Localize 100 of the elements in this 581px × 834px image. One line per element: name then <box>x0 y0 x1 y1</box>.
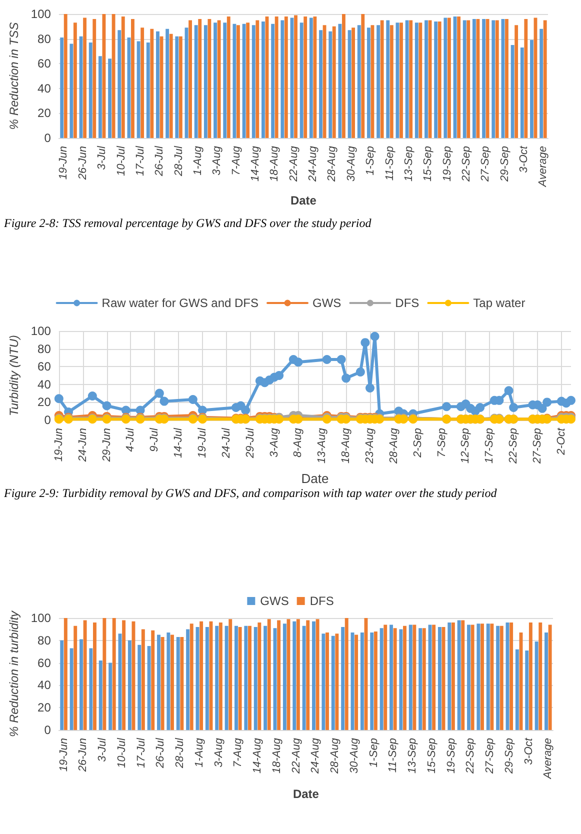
bar <box>384 624 388 730</box>
x-tick-label: 2-Oct <box>555 427 568 456</box>
bar <box>342 14 346 138</box>
point <box>509 403 518 412</box>
bar <box>405 20 409 138</box>
x-tick-label: 23-Aug <box>364 427 376 464</box>
y-tick-label: 80 <box>38 342 52 356</box>
point <box>102 401 112 410</box>
point <box>241 406 250 415</box>
x-tick-label: 10-Jul <box>116 737 128 768</box>
x-tick-label: 26-Jun <box>76 146 89 181</box>
bar <box>514 25 518 138</box>
bar <box>88 42 92 138</box>
bar <box>510 622 514 730</box>
bar <box>156 31 160 138</box>
x-tick-label: 3-Aug <box>212 737 225 768</box>
bar <box>218 622 222 730</box>
bar <box>238 626 242 730</box>
y-tick-label: 20 <box>38 395 52 410</box>
y-tick-label: 100 <box>30 611 52 625</box>
x-tick-label: 12-Sep <box>460 428 472 464</box>
x-tick-label: 13-Aug <box>316 427 328 464</box>
x-tick-label: 14-Aug <box>250 145 262 182</box>
bar <box>492 20 496 138</box>
x-tick-label: 3-Oct <box>518 145 530 173</box>
bar <box>524 18 528 138</box>
bar <box>252 25 256 138</box>
bar <box>376 25 380 138</box>
bar <box>322 634 326 730</box>
bar <box>461 620 465 730</box>
y-tick-label: 40 <box>38 377 52 392</box>
bar <box>292 621 296 730</box>
x-tick-label: 15-Sep <box>426 738 438 774</box>
x-tick-label: 8-Aug <box>292 427 304 458</box>
x-tick-label: 2-Sep <box>412 428 424 458</box>
bar <box>234 626 238 730</box>
bar <box>169 34 173 138</box>
legend-label: GWS <box>260 594 289 608</box>
caption: Figure 2-9: Turbidity removal by GWS and DFS, and comparison with tap water over the study period <box>3 486 498 501</box>
bar <box>128 640 132 730</box>
bar <box>538 622 542 730</box>
bar <box>403 626 406 730</box>
bar <box>194 25 198 138</box>
bar <box>500 626 504 730</box>
bar <box>215 626 219 730</box>
x-tick-label: 1-Aug <box>192 145 204 176</box>
bar <box>326 632 329 730</box>
bar <box>332 26 336 138</box>
bar <box>328 31 332 138</box>
bar <box>280 20 284 138</box>
x-tick-label: 22-Aug <box>288 145 300 182</box>
y-tick-label: 60 <box>38 656 52 670</box>
x-tick-label: 9-Jul <box>148 427 161 452</box>
y-tick-label: 60 <box>38 360 52 374</box>
bar <box>302 626 306 730</box>
bar <box>418 628 422 730</box>
x-tick-label: 30-Aug <box>348 737 360 774</box>
point <box>366 383 374 392</box>
bar <box>525 650 529 730</box>
y-tick-label: 0 <box>44 723 52 737</box>
x-tick-label: 18-Aug <box>340 427 352 464</box>
bar <box>146 42 150 138</box>
bar <box>476 18 480 138</box>
bar <box>236 25 240 138</box>
x-tick-label: 27-Sep <box>484 738 496 774</box>
bar <box>102 14 106 138</box>
x-tick-label: 28-Jul <box>172 145 185 177</box>
bar <box>544 632 548 730</box>
point <box>154 388 164 398</box>
y-tick-label: 60 <box>38 56 52 71</box>
bar <box>150 28 154 138</box>
bar <box>520 47 524 138</box>
bar <box>335 634 339 730</box>
x-tick-label: 29-Jul <box>244 427 256 459</box>
bar <box>510 45 514 138</box>
point <box>88 391 97 400</box>
x-tick-label: 19-Sep <box>445 738 458 774</box>
bar <box>118 30 122 138</box>
x-tick-label: 11-Sep <box>387 738 400 773</box>
x-tick-label: 17-Jul <box>134 145 146 176</box>
bar <box>151 630 155 730</box>
x-tick-label: 10-Jul <box>115 145 128 176</box>
point <box>356 367 365 376</box>
x-tick-label: 19-Jun <box>52 428 65 462</box>
x-axis-title: Date <box>292 787 320 801</box>
bar <box>390 25 394 138</box>
x-axis-title: Date <box>290 194 317 208</box>
x-tick-label: 28-Jul <box>174 737 186 769</box>
bar <box>141 629 145 730</box>
x-tick-label: 13-Sep <box>402 146 415 182</box>
bar <box>534 642 538 730</box>
bar <box>214 22 217 138</box>
legend-label: Tap water <box>473 296 526 310</box>
bar <box>480 624 484 730</box>
bar <box>438 626 442 730</box>
x-tick-label: 24-Jun <box>76 428 89 463</box>
bar <box>408 624 412 730</box>
bar <box>432 624 436 730</box>
x-tick-label: 22-Sep <box>508 428 520 464</box>
bar <box>228 619 232 730</box>
